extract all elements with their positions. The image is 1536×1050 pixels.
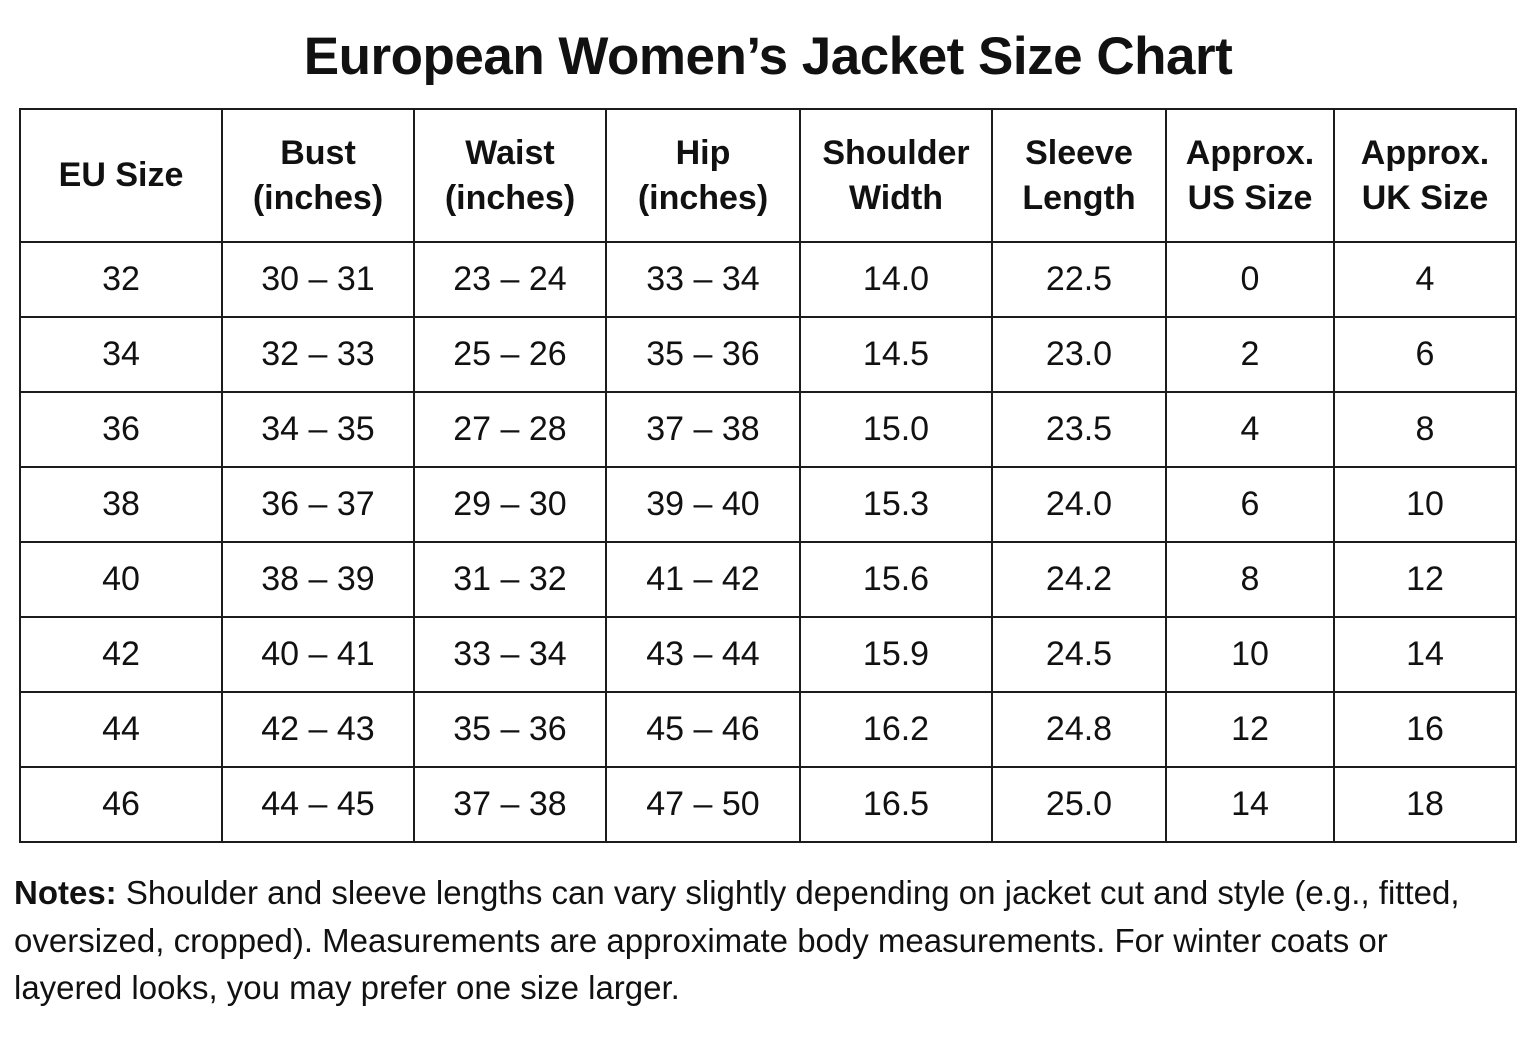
notes-text: Shoulder and sleeve lengths can vary sli… [14, 874, 1460, 1007]
table-cell: 23 – 24 [413, 241, 607, 318]
table-cell: 40 [19, 541, 223, 618]
column-header: Approx. US Size [1165, 108, 1335, 243]
table-cell: 0 [1165, 241, 1335, 318]
table-cell: 39 – 40 [605, 466, 801, 543]
table-cell: 44 [19, 691, 223, 768]
table-cell: 14 [1165, 766, 1335, 843]
table-cell: 6 [1165, 466, 1335, 543]
table-cell: 4 [1165, 391, 1335, 468]
table-cell: 22.5 [991, 241, 1167, 318]
table-cell: 8 [1333, 391, 1517, 468]
table-cell: 38 – 39 [221, 541, 415, 618]
table-cell: 15.6 [799, 541, 993, 618]
table-cell: 37 – 38 [413, 766, 607, 843]
table-cell: 27 – 28 [413, 391, 607, 468]
table-cell: 18 [1333, 766, 1517, 843]
table-row: 32 30 – 31 23 – 24 33 – 34 14.0 22.5 0 4 [19, 241, 1517, 318]
table-cell: 31 – 32 [413, 541, 607, 618]
column-header: Hip (inches) [605, 108, 801, 243]
table-cell: 34 – 35 [221, 391, 415, 468]
table-cell: 34 [19, 316, 223, 393]
table-cell: 36 [19, 391, 223, 468]
table-cell: 30 – 31 [221, 241, 415, 318]
page-title: European Women’s Jacket Size Chart [303, 27, 1233, 86]
table-header: EU Size Bust (inches) Waist (inches) Hip (i… [19, 108, 1517, 243]
table-cell: 23.5 [991, 391, 1167, 468]
table-cell: 37 – 38 [605, 391, 801, 468]
table-cell: 25.0 [991, 766, 1167, 843]
table-row: 46 44 – 45 37 – 38 47 – 50 16.5 25.0 14 18 [19, 766, 1517, 843]
table-cell: 33 – 34 [605, 241, 801, 318]
table-cell: 15.9 [799, 616, 993, 693]
table-row: 40 38 – 39 31 – 32 41 – 42 15.6 24.2 8 12 [19, 541, 1517, 618]
table-cell: 40 – 41 [221, 616, 415, 693]
table-cell: 38 [19, 466, 223, 543]
column-header: Sleeve Length [991, 108, 1167, 243]
table-cell: 24.5 [991, 616, 1167, 693]
table-cell: 29 – 30 [413, 466, 607, 543]
table-cell: 4 [1333, 241, 1517, 318]
header-row: EU Size Bust (inches) Waist (inches) Hip (i… [19, 108, 1517, 243]
table-cell: 46 [19, 766, 223, 843]
table-cell: 10 [1165, 616, 1335, 693]
notes: Notes: Shoulder and sleeve lengths can v… [14, 869, 1466, 1012]
table-cell: 42 – 43 [221, 691, 415, 768]
column-header: Approx. UK Size [1333, 108, 1517, 243]
size-chart-table: EU Size Bust (inches) Waist (inches) Hip (i… [19, 108, 1517, 843]
table-cell: 8 [1165, 541, 1335, 618]
notes-label: Notes: [14, 874, 117, 911]
table-cell: 15.0 [799, 391, 993, 468]
table-cell: 14.0 [799, 241, 993, 318]
table-cell: 16.5 [799, 766, 993, 843]
column-header: Waist (inches) [413, 108, 607, 243]
table-row: 42 40 – 41 33 – 34 43 – 44 15.9 24.5 10 14 [19, 616, 1517, 693]
column-header: EU Size [19, 108, 223, 243]
page: European Women’s Jacket Size Chart EU Si… [0, 26, 1536, 1012]
table-cell: 41 – 42 [605, 541, 801, 618]
table-cell: 35 – 36 [605, 316, 801, 393]
table-cell: 42 [19, 616, 223, 693]
table-cell: 44 – 45 [221, 766, 415, 843]
column-header: Shoulder Width [799, 108, 993, 243]
table-cell: 14 [1333, 616, 1517, 693]
table-row: 44 42 – 43 35 – 36 45 – 46 16.2 24.8 12 16 [19, 691, 1517, 768]
table-cell: 2 [1165, 316, 1335, 393]
table-cell: 16 [1333, 691, 1517, 768]
table-cell: 32 – 33 [221, 316, 415, 393]
table-cell: 23.0 [991, 316, 1167, 393]
table-row: 34 32 – 33 25 – 26 35 – 36 14.5 23.0 2 6 [19, 316, 1517, 393]
table-cell: 12 [1333, 541, 1517, 618]
table-cell: 33 – 34 [413, 616, 607, 693]
table-body: 32 30 – 31 23 – 24 33 – 34 14.0 22.5 0 4 34 32 – … [19, 241, 1517, 843]
table-cell: 15.3 [799, 466, 993, 543]
table-cell: 10 [1333, 466, 1517, 543]
table-row: 38 36 – 37 29 – 30 39 – 40 15.3 24.0 6 10 [19, 466, 1517, 543]
table-cell: 43 – 44 [605, 616, 801, 693]
column-header: Bust (inches) [221, 108, 415, 243]
table-cell: 36 – 37 [221, 466, 415, 543]
table-cell: 16.2 [799, 691, 993, 768]
table-row: 36 34 – 35 27 – 28 37 – 38 15.0 23.5 4 8 [19, 391, 1517, 468]
table-cell: 24.0 [991, 466, 1167, 543]
table-cell: 25 – 26 [413, 316, 607, 393]
table-cell: 24.2 [991, 541, 1167, 618]
table-cell: 14.5 [799, 316, 993, 393]
table-cell: 45 – 46 [605, 691, 801, 768]
table-cell: 6 [1333, 316, 1517, 393]
table-cell: 35 – 36 [413, 691, 607, 768]
table-cell: 32 [19, 241, 223, 318]
table-cell: 12 [1165, 691, 1335, 768]
table-cell: 24.8 [991, 691, 1167, 768]
table-cell: 47 – 50 [605, 766, 801, 843]
